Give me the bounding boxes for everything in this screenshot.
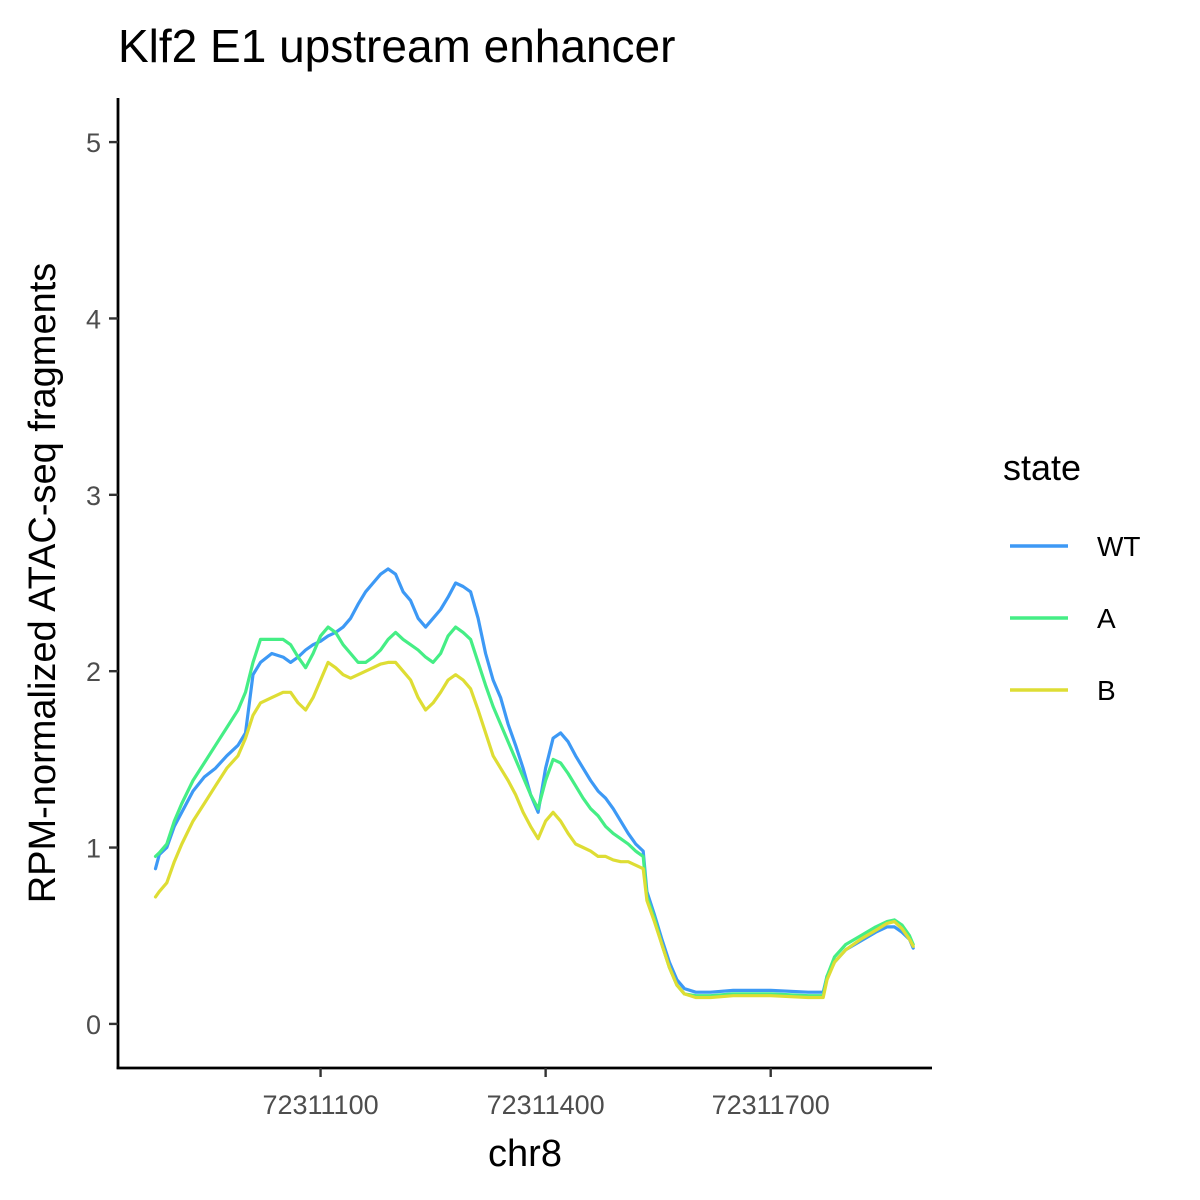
y-tick-label: 3 bbox=[86, 481, 101, 511]
y-axis-title: RPM-normalized ATAC-seq fragments bbox=[22, 263, 64, 904]
x-axis-title: chr8 bbox=[488, 1133, 562, 1175]
y-axis-ticks: 0 1 2 3 4 5 bbox=[86, 128, 118, 1040]
x-tick-label: 72311100 bbox=[262, 1090, 378, 1120]
series-line-wt bbox=[153, 567, 915, 994]
x-tick-label: 72311700 bbox=[712, 1090, 830, 1120]
y-tick-label: 0 bbox=[86, 1010, 101, 1040]
legend-label-b: B bbox=[1097, 675, 1116, 706]
legend-label-a: A bbox=[1097, 603, 1116, 634]
y-tick-label: 4 bbox=[86, 304, 101, 334]
legend-title: state bbox=[1003, 447, 1081, 488]
x-tick-label: 72311400 bbox=[487, 1090, 605, 1120]
chart-title: Klf2 E1 upstream enhancer bbox=[118, 20, 675, 72]
series-line-a bbox=[153, 625, 915, 998]
legend: state WT A B bbox=[1003, 447, 1141, 706]
x-axis-ticks: 72311100 72311400 72311700 bbox=[262, 1068, 830, 1120]
series-line-b bbox=[153, 660, 915, 1000]
legend-label-wt: WT bbox=[1097, 531, 1141, 562]
y-tick-label: 2 bbox=[86, 657, 101, 687]
y-tick-label: 1 bbox=[86, 834, 101, 864]
y-tick-label: 5 bbox=[86, 128, 101, 158]
legend-items: WT A B bbox=[1010, 531, 1141, 706]
plot-series-group bbox=[153, 567, 915, 1000]
